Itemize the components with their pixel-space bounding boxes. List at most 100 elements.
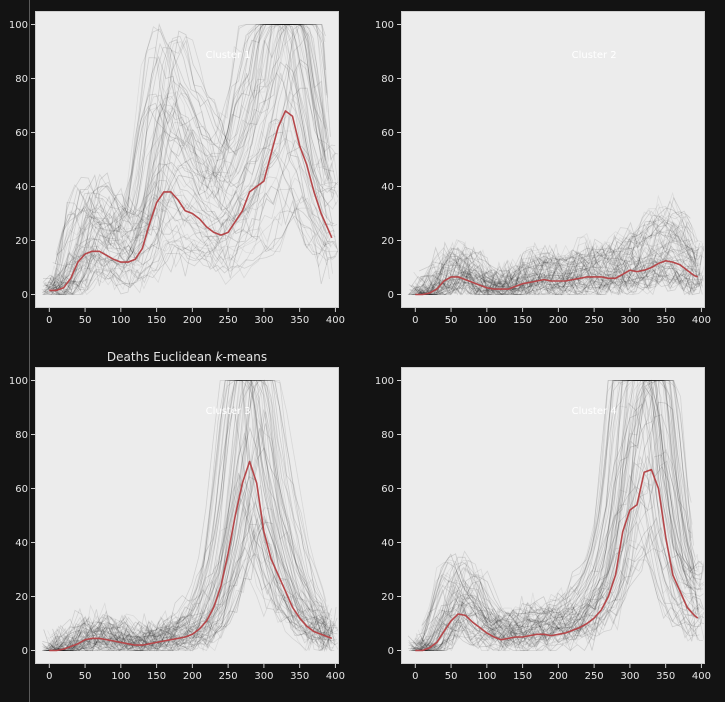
trace-line xyxy=(411,428,695,652)
x-tick-label: 200 xyxy=(549,315,568,326)
panel-1-trace-cloud xyxy=(41,22,339,296)
trace-line xyxy=(45,187,329,296)
x-tick-label: 250 xyxy=(219,315,238,326)
x-tick-label: 250 xyxy=(585,315,604,326)
panel-2-frame xyxy=(401,11,705,308)
x-tick-label: 150 xyxy=(513,671,532,682)
trace-line xyxy=(48,476,332,652)
panel-1-mean-line xyxy=(49,110,333,292)
trace-line xyxy=(48,564,333,652)
trace-line xyxy=(415,207,699,295)
x-tick-label: 0 xyxy=(46,315,52,326)
trace-line xyxy=(418,455,702,651)
trace-line xyxy=(47,98,332,296)
trace-line xyxy=(408,259,692,295)
y-tick-label: 40 xyxy=(381,538,394,549)
trace-line xyxy=(42,417,326,652)
trace-line xyxy=(44,215,328,296)
trace-line xyxy=(42,87,326,296)
trace-line xyxy=(55,380,339,644)
trace-line xyxy=(47,533,331,652)
trace-line xyxy=(420,380,704,636)
x-tick-label: 200 xyxy=(549,671,568,682)
trace-line xyxy=(413,380,697,651)
trace-line xyxy=(411,249,694,296)
trace-line xyxy=(421,219,705,295)
panel-2-mean-line xyxy=(415,260,699,296)
trace-line xyxy=(49,506,333,652)
trace-line xyxy=(410,263,694,295)
y-tick-label: 100 xyxy=(9,376,28,387)
x-tick-label: 300 xyxy=(620,671,639,682)
trace-line xyxy=(48,380,332,652)
x-tick-label: 150 xyxy=(147,315,166,326)
trace-line xyxy=(409,460,693,651)
trace-line xyxy=(420,486,704,649)
trace-line xyxy=(414,220,698,295)
left-divider-line xyxy=(29,0,30,702)
trace-line xyxy=(48,380,332,652)
panel-4: 0 50 100 150 200 250 300 350 400 0 20 40 60 80 100 Clus… xyxy=(375,367,711,682)
trace-line xyxy=(55,24,339,255)
x-tick-label: 350 xyxy=(656,671,675,682)
trace-line xyxy=(53,24,337,290)
trace-line xyxy=(419,462,703,652)
trace-line xyxy=(415,386,699,647)
trace-line xyxy=(421,242,705,295)
trace-line xyxy=(45,380,329,651)
x-tick-label: 100 xyxy=(111,315,130,326)
y-tick-label: 20 xyxy=(381,592,394,603)
trace-line xyxy=(50,380,334,651)
trace-line xyxy=(54,72,338,286)
trace-line xyxy=(44,139,328,295)
trace-line xyxy=(43,145,327,296)
trace-line xyxy=(53,131,337,284)
panel-3-mean-line xyxy=(49,460,333,652)
panel-1: 0 50 100 150 200 250 300 350 400 0 20 40 60 80 100 Clus… xyxy=(9,11,345,326)
trace-line xyxy=(421,380,705,631)
trace-line xyxy=(417,267,701,296)
trace-line xyxy=(45,380,329,651)
trace-line xyxy=(43,518,327,651)
trace-line xyxy=(418,222,702,292)
x-tick-label: 50 xyxy=(79,315,92,326)
trace-line xyxy=(417,256,701,296)
x-tick-label: 250 xyxy=(585,671,604,682)
trace-line xyxy=(410,454,695,651)
trace-line xyxy=(53,380,337,648)
trace-line xyxy=(420,265,704,296)
y-tick-label: 0 xyxy=(388,290,394,301)
trace-line xyxy=(415,221,699,296)
x-tick-label: 50 xyxy=(79,671,92,682)
trace-line xyxy=(421,210,705,287)
x-tick-label: 50 xyxy=(445,671,458,682)
trace-line xyxy=(42,380,325,651)
trace-line xyxy=(43,24,327,289)
trace-line xyxy=(42,24,326,291)
trace-line xyxy=(51,480,335,651)
trace-line xyxy=(413,380,697,651)
trace-line xyxy=(408,220,692,295)
trace-line xyxy=(42,23,326,295)
trace-line xyxy=(53,474,337,648)
trace-line xyxy=(421,268,705,296)
y-tick-label: 80 xyxy=(381,74,394,85)
x-tick-label: 150 xyxy=(147,671,166,682)
trace-line xyxy=(415,205,699,296)
trace-line xyxy=(414,483,698,652)
trace-line xyxy=(408,448,692,652)
trace-line xyxy=(414,525,698,652)
trace-line xyxy=(418,251,703,296)
y-tick-label: 20 xyxy=(15,236,28,247)
trace-line xyxy=(55,24,339,256)
trace-line xyxy=(54,118,338,281)
trace-line xyxy=(422,474,705,647)
y-tick-label: 0 xyxy=(388,646,394,657)
y-tick-label: 40 xyxy=(15,182,28,193)
trace-line xyxy=(52,24,336,266)
panel-3-frame xyxy=(35,367,339,664)
trace-line xyxy=(408,273,692,296)
trace-line xyxy=(45,24,329,284)
trace-line xyxy=(411,466,695,651)
trace-line xyxy=(43,380,327,651)
